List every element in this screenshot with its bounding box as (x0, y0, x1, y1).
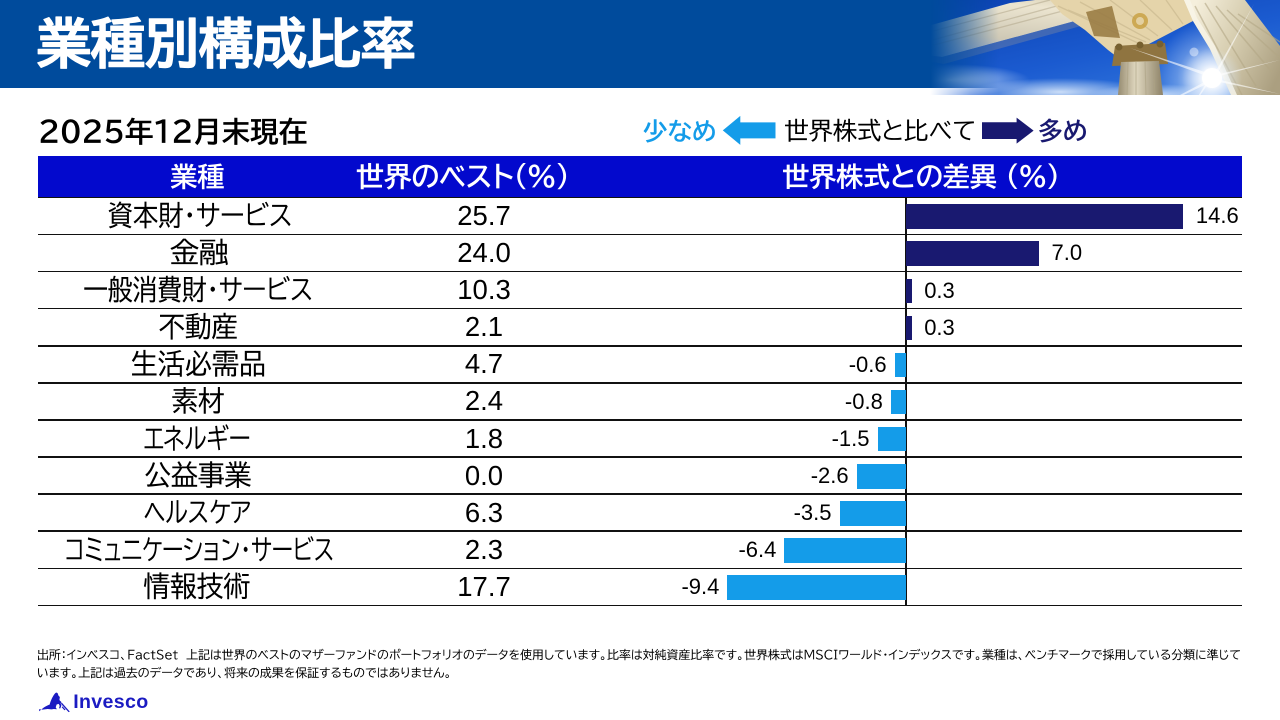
svg-text:Invesco: Invesco (73, 691, 148, 713)
